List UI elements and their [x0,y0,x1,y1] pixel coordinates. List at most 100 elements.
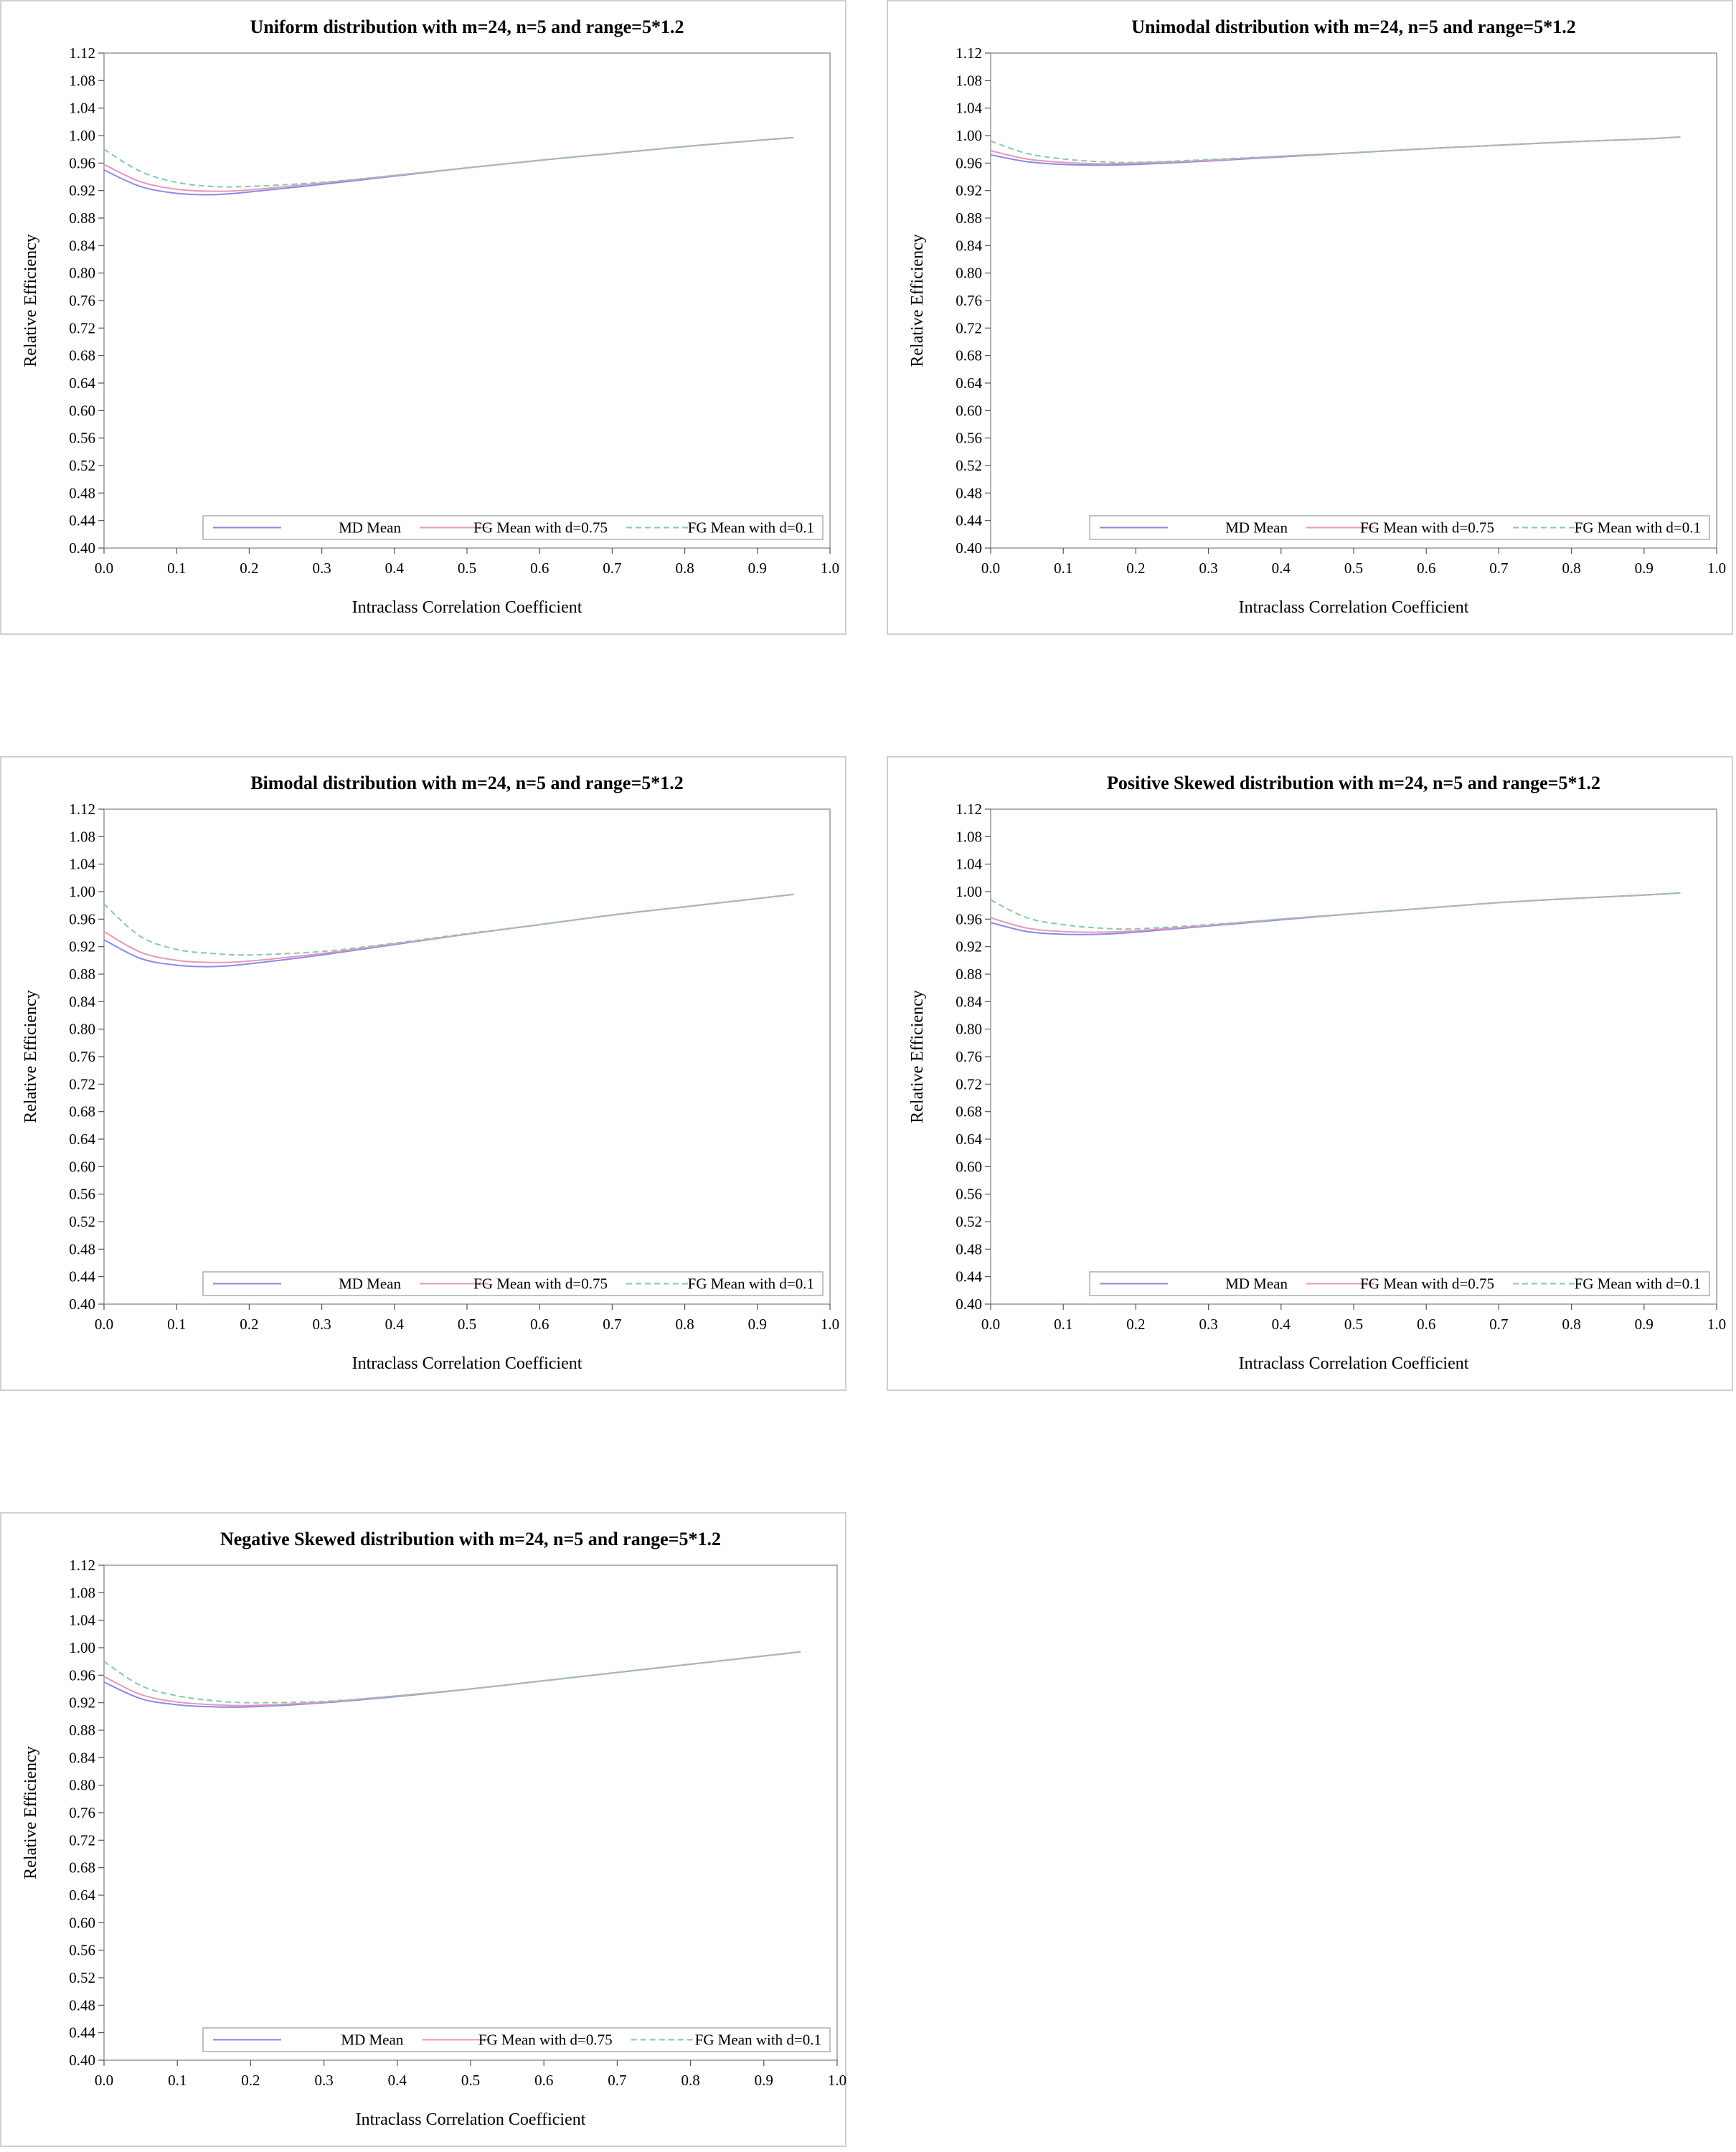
x-tick-label: 0.8 [1562,560,1580,577]
x-tick-label: 0.7 [603,1316,621,1333]
series-line-fg-mean-d01 [990,892,1681,930]
legend-label-fg-mean-d075: FG Mean with d=0.75 [1360,1275,1494,1293]
y-tick-label: 0.72 [69,319,95,336]
y-tick-label: 0.48 [956,484,982,501]
y-tick-label: 0.44 [69,1268,95,1285]
y-tick-label: 0.76 [69,1804,95,1821]
x-axis-label: Intraclass Correlation Coefficient [352,598,582,617]
x-tick-label: 0.8 [675,1316,694,1333]
chart-title: Unimodal distribution with m=24, n=5 and… [1131,16,1575,37]
y-tick-label: 0.80 [956,1021,982,1038]
series-line-md-mean [103,893,794,968]
y-tick-label: 0.60 [69,1914,95,1931]
series-line-fg-mean-d075 [103,136,794,192]
legend-box [1089,1271,1710,1296]
x-tick-label: 0.0 [981,560,1000,577]
y-tick-label: 0.92 [69,938,95,955]
x-tick-label: 0.6 [1417,560,1435,577]
x-tick-label: 0.8 [675,560,694,577]
series-line-fg-mean-d075 [103,1651,801,1707]
x-tick-label: 0.3 [314,2072,333,2089]
y-tick-label: 0.88 [956,966,982,983]
chart-panel-unimodal: Unimodal distribution with m=24, n=5 and… [887,0,1733,635]
legend-label-fg-mean-d075: FG Mean with d=0.75 [478,2031,613,2049]
plot-area [990,808,1717,1305]
y-tick-label: 0.76 [956,292,982,309]
chart-panel-bimodal: Bimodal distribution with m=24, n=5 and … [0,756,846,1391]
chart-title: Positive Skewed distribution with m=24, … [1107,773,1600,793]
y-tick-label: 1.08 [69,1584,95,1601]
x-tick-label: 0.9 [755,2072,773,2089]
y-tick-label: 0.60 [69,1158,95,1175]
y-tick-label: 1.08 [956,72,982,89]
y-tick-label: 0.48 [956,1240,982,1257]
chart-title: Negative Skewed distribution with m=24, … [220,1529,721,1549]
x-tick-label: 0.2 [240,1316,258,1333]
x-tick-label: 0.5 [458,560,476,577]
y-axis-label: Relative Efficiency [22,1746,40,1879]
chart-panel-negative-skewed: Negative Skewed distribution with m=24, … [0,1512,846,2147]
x-tick-label: 0.6 [530,560,549,577]
x-tick-label: 0.0 [981,1316,1000,1333]
y-tick-label: 1.04 [69,1612,95,1629]
y-tick-label: 0.40 [69,1296,95,1313]
legend-label-md-mean: MD Mean [1225,1275,1288,1293]
series-line-fg-mean-d01 [103,893,794,956]
y-tick-label: 0.72 [956,319,982,336]
legend-label-md-mean: MD Mean [339,1275,401,1293]
y-tick-label: 0.52 [69,1213,95,1230]
y-tick-label: 0.52 [956,457,982,474]
y-tick-label: 0.80 [69,265,95,282]
y-tick-label: 1.00 [69,127,95,144]
y-tick-label: 0.88 [69,1722,95,1739]
y-tick-label: 1.04 [956,100,982,117]
y-tick-label: 0.84 [69,237,95,254]
x-tick-label: 0.5 [461,2072,480,2089]
x-tick-label: 0.3 [312,1316,331,1333]
y-tick-label: 1.08 [69,828,95,845]
x-axis-label: Intraclass Correlation Coefficient [356,2110,586,2129]
legend-box [202,2027,831,2052]
chart-svg-uniform: Uniform distribution with m=24, n=5 and … [22,16,839,617]
y-tick-label: 0.96 [69,1666,95,1684]
y-tick-label: 0.84 [69,993,95,1010]
y-tick-label: 0.40 [956,1296,982,1313]
y-tick-label: 0.92 [69,1694,95,1712]
x-tick-label: 0.2 [1126,1316,1145,1333]
y-axis-label: Relative Efficiency [22,990,40,1123]
x-tick-label: 0.3 [1199,560,1217,577]
y-tick-label: 0.52 [69,457,95,474]
x-tick-label: 1.0 [828,2072,846,2089]
y-axis-label: Relative Efficiency [22,234,40,367]
plot-area [103,808,831,1305]
y-tick-label: 0.80 [956,265,982,282]
y-tick-label: 0.80 [69,1021,95,1038]
y-tick-label: 0.68 [956,347,982,364]
y-tick-label: 1.12 [69,44,95,62]
y-tick-label: 1.08 [956,828,982,845]
x-tick-label: 0.5 [1344,1316,1363,1333]
y-tick-label: 0.72 [956,1075,982,1092]
x-tick-label: 0.5 [458,1316,476,1333]
y-tick-label: 0.56 [69,430,95,447]
x-axis-label: Intraclass Correlation Coefficient [352,1354,582,1373]
y-tick-label: 0.72 [69,1831,95,1849]
y-tick-label: 0.96 [69,910,95,928]
y-tick-label: 0.64 [956,374,982,392]
x-tick-label: 1.0 [1707,1316,1726,1333]
x-tick-label: 0.6 [534,2072,553,2089]
y-tick-label: 0.64 [69,1131,95,1148]
y-tick-label: 0.64 [69,374,95,392]
y-tick-label: 0.64 [956,1131,982,1148]
chart-title: Bimodal distribution with m=24, n=5 and … [250,773,684,793]
x-tick-label: 1.0 [1707,560,1726,577]
x-tick-label: 0.8 [681,2072,699,2089]
y-tick-label: 0.56 [69,1942,95,1959]
series-line-fg-mean-d075 [103,893,794,963]
y-tick-label: 0.72 [69,1075,95,1092]
legend-box [202,515,824,540]
y-tick-label: 0.68 [956,1103,982,1120]
y-tick-label: 1.00 [956,883,982,900]
x-tick-label: 0.1 [168,2072,187,2089]
x-tick-label: 0.0 [95,560,113,577]
